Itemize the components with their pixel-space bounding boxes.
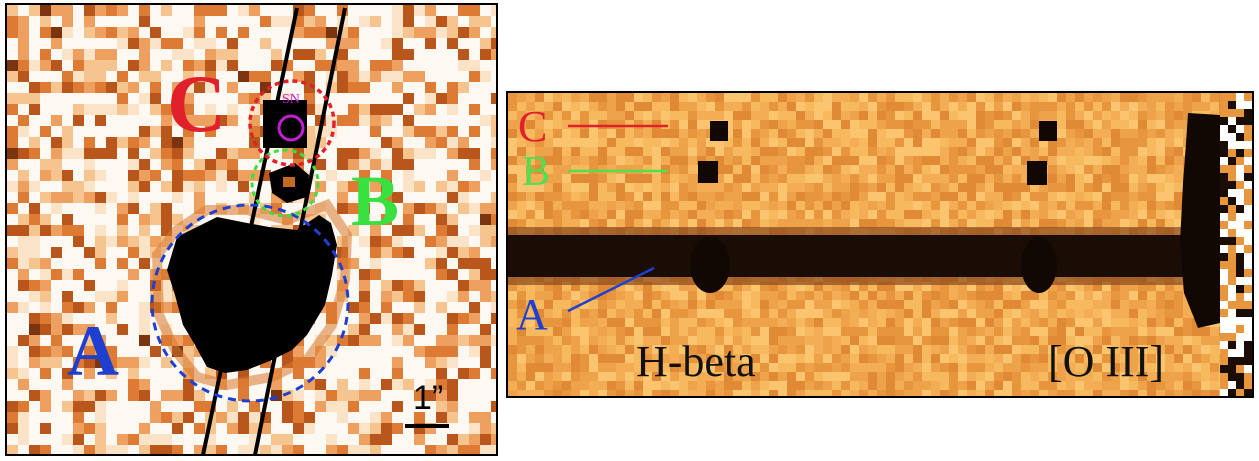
- oiii-emission-b: [1027, 161, 1047, 185]
- spec-label-c: C: [518, 102, 548, 151]
- hbeta-label: H-beta: [636, 337, 756, 386]
- spec-label-a: A: [516, 290, 548, 339]
- trace-a-glow-bottom: [508, 277, 1252, 285]
- oiii-5007-emission: [1180, 113, 1220, 328]
- label-b: B: [351, 161, 400, 241]
- spectrum-panel: C B A H-beta [O III]: [506, 91, 1254, 398]
- galaxy-a-halo: [151, 198, 353, 391]
- label-sn: SN: [282, 92, 300, 107]
- trace-a-band: [508, 235, 1252, 277]
- slit-line-right: [253, 7, 347, 454]
- scale-bar-label: 1”: [413, 379, 444, 417]
- spec-label-b: B: [522, 149, 551, 195]
- detector-edge: [1220, 93, 1252, 396]
- oiii-emission-a: [1021, 237, 1057, 293]
- sn-marker-circle: [277, 114, 305, 142]
- hbeta-emission-b: [698, 161, 718, 183]
- region-a-circle: [150, 203, 350, 403]
- oiii-emission-c: [1039, 121, 1057, 141]
- spectrum-image: [508, 93, 1252, 396]
- hbeta-emission-c: [710, 121, 728, 141]
- direct-image: [7, 5, 496, 454]
- hbeta-emission-a: [690, 237, 730, 293]
- label-c: C: [167, 58, 227, 149]
- label-a: A: [67, 311, 119, 391]
- oiii-label: [O III]: [1048, 337, 1165, 386]
- region-b-circle: [250, 148, 320, 218]
- slit-line-left: [201, 7, 299, 454]
- component-b-core: [283, 177, 295, 187]
- pixel-noise: [7, 5, 496, 454]
- direct-image-panel: C B A SN 1”: [5, 3, 498, 456]
- trace-a-glow-top: [508, 227, 1252, 235]
- pointer-a: [567, 266, 655, 313]
- region-c-circle: [248, 79, 336, 167]
